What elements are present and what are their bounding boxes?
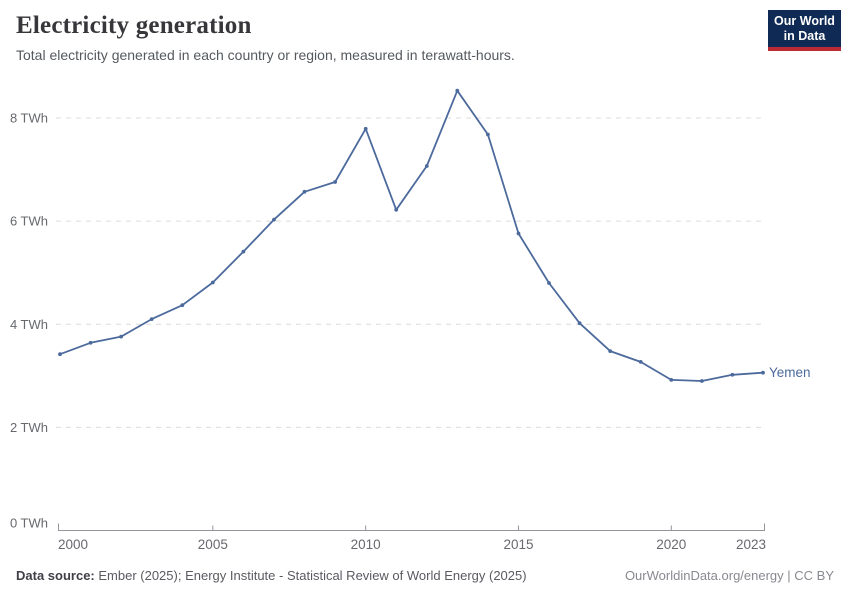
x-tick-label: 2005 xyxy=(198,537,228,552)
x-axis-line xyxy=(58,523,765,531)
data-point-marker[interactable] xyxy=(700,379,704,383)
data-point-marker[interactable] xyxy=(394,207,399,212)
data-point-marker[interactable] xyxy=(638,360,643,364)
data-point-marker[interactable] xyxy=(149,317,154,321)
data-point-marker[interactable] xyxy=(486,132,490,137)
chart-subtitle: Total electricity generated in each coun… xyxy=(16,47,515,63)
data-point-marker[interactable] xyxy=(761,370,765,375)
x-tick-label: 2023 xyxy=(736,537,766,552)
page-title: Electricity generation xyxy=(16,12,252,39)
data-point-marker[interactable] xyxy=(180,303,185,308)
data-point-marker[interactable] xyxy=(577,321,582,326)
data-point-marker[interactable] xyxy=(333,180,337,184)
data-point-marker[interactable] xyxy=(210,280,215,285)
y-tick-label: 0 TWh xyxy=(10,516,48,531)
data-point-marker[interactable] xyxy=(302,189,307,194)
data-point-marker[interactable] xyxy=(241,249,246,254)
y-tick-label: 4 TWh xyxy=(10,317,48,332)
data-point-marker[interactable] xyxy=(669,378,674,382)
data-point-marker[interactable] xyxy=(363,126,368,131)
data-source-note: Data source: Ember (2025); Energy Instit… xyxy=(16,568,527,583)
series-label-yemen[interactable]: Yemen xyxy=(769,365,811,380)
line-series-yemen[interactable] xyxy=(59,89,764,382)
chart-footer: Data source: Ember (2025); Energy Instit… xyxy=(16,568,834,583)
data-source-text: Ember (2025); Energy Institute - Statist… xyxy=(94,568,527,583)
x-tick-label: 2015 xyxy=(503,537,533,552)
logo-line-2: in Data xyxy=(783,28,826,43)
owid-logo[interactable]: Our World in Data xyxy=(768,10,841,51)
y-tick-label: 2 TWh xyxy=(10,420,48,435)
y-tick-label: 6 TWh xyxy=(10,214,48,229)
data-point-marker[interactable] xyxy=(58,352,62,357)
data-point-marker[interactable] xyxy=(424,164,429,168)
y-tick-label: 8 TWh xyxy=(10,111,48,126)
data-point-marker[interactable] xyxy=(730,372,735,377)
chart-header: Electricity generation Total electricity… xyxy=(16,12,515,63)
x-tick-label: 2010 xyxy=(351,537,381,552)
data-source-label: Data source: xyxy=(16,568,95,583)
data-point-marker[interactable] xyxy=(88,340,93,345)
data-point-marker[interactable] xyxy=(516,231,521,236)
x-tick-label: 2000 xyxy=(58,537,88,552)
data-point-marker[interactable] xyxy=(119,334,123,339)
x-tick-label: 2020 xyxy=(656,537,686,552)
logo-line-1: Our World xyxy=(774,13,835,28)
data-point-marker[interactable] xyxy=(608,349,613,353)
data-point-marker[interactable] xyxy=(455,88,460,93)
data-point-marker[interactable] xyxy=(272,217,276,222)
owid-license-link[interactable]: OurWorldinData.org/energy | CC BY xyxy=(624,568,834,583)
data-point-marker[interactable] xyxy=(547,281,551,285)
